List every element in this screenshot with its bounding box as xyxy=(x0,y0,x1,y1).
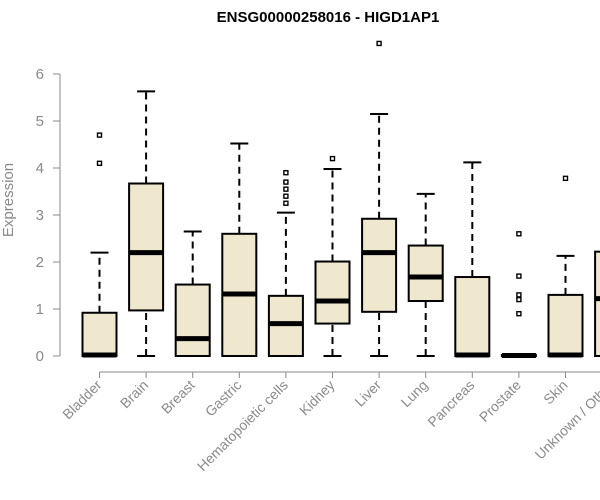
outlier-point xyxy=(516,292,522,298)
outlier-point xyxy=(516,231,522,237)
y-axis-label: Expression xyxy=(0,163,17,237)
outlier-point xyxy=(329,155,336,162)
iqr-box xyxy=(547,293,584,357)
outlier-point xyxy=(516,273,522,279)
iqr-box xyxy=(81,311,118,358)
iqr-box xyxy=(174,283,211,357)
y-tick-label: 5 xyxy=(36,113,44,130)
iqr-box xyxy=(594,250,600,357)
box-lung xyxy=(407,192,444,357)
box-skin xyxy=(547,175,584,358)
outlier-point xyxy=(376,40,382,47)
outlier-point xyxy=(283,169,289,176)
outlier-point xyxy=(96,160,103,167)
outlier-point xyxy=(562,175,569,182)
outlier-point xyxy=(516,296,522,303)
y-tick-label: 4 xyxy=(36,160,44,177)
outlier-point xyxy=(283,200,289,206)
box-bladder xyxy=(81,132,118,358)
x-tick-label: Gastric xyxy=(202,377,245,420)
x-tick-label: Prostate xyxy=(476,377,524,425)
x-tick-label: Hematopoietic cells xyxy=(194,377,291,474)
x-tick-label: Skin xyxy=(540,377,571,408)
x-tick-label: Liver xyxy=(351,377,384,410)
box-liver xyxy=(361,40,398,357)
box-brain xyxy=(128,90,165,357)
outlier-point xyxy=(96,132,103,138)
plot-area xyxy=(81,40,600,359)
x-tick-label: Brain xyxy=(117,377,151,411)
box-gastric xyxy=(221,142,258,357)
y-axis: 0 1 2 3 4 5 6 xyxy=(36,66,61,365)
box-prostate xyxy=(500,231,537,359)
outlier-point xyxy=(283,186,289,192)
x-tick-label: Breast xyxy=(158,377,198,417)
outlier-point xyxy=(516,311,522,317)
box-unknown-other xyxy=(594,250,600,357)
box-hematopoietic-cells xyxy=(267,169,304,357)
x-tick-label: Kidney xyxy=(296,377,338,419)
box-breast xyxy=(174,230,211,357)
iqr-box xyxy=(314,260,351,325)
x-tick-label: Bladder xyxy=(59,377,105,423)
iqr-box xyxy=(128,182,165,312)
outlier-point xyxy=(283,193,289,199)
y-tick-label: 3 xyxy=(36,207,44,224)
box-kidney xyxy=(314,155,351,357)
y-tick-label: 1 xyxy=(36,301,44,318)
iqr-box xyxy=(454,276,491,358)
box-pancreas xyxy=(454,161,491,358)
x-tick-label: Lung xyxy=(397,377,430,410)
iqr-box xyxy=(361,217,398,313)
y-tick-label: 2 xyxy=(36,254,44,271)
y-tick-label: 6 xyxy=(36,66,44,83)
y-tick-label: 0 xyxy=(36,348,44,365)
iqr-box xyxy=(407,244,444,303)
outlier-point xyxy=(283,179,289,185)
x-tick-label: Pancreas xyxy=(424,377,477,430)
chart-title: ENSG00000258016 - HIGD1AP1 xyxy=(217,9,440,26)
